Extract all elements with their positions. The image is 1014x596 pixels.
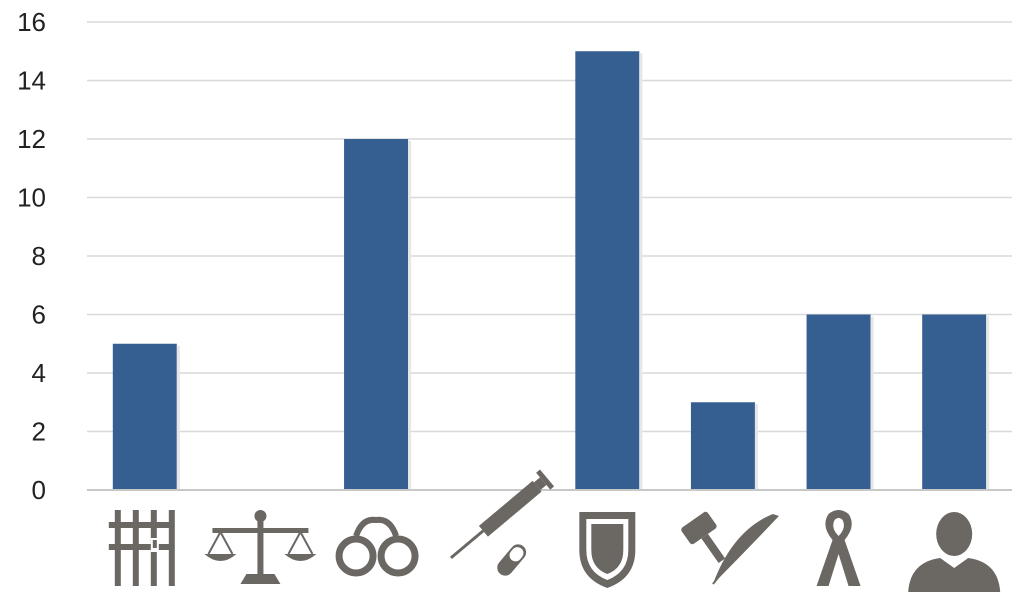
y-tick-label: 10 xyxy=(17,183,46,213)
gavel-quill-icon xyxy=(681,511,779,585)
y-tick-label: 8 xyxy=(32,241,46,271)
bar-shadow xyxy=(176,345,180,490)
y-tick-label: 14 xyxy=(17,66,46,96)
awareness-ribbon-icon xyxy=(816,510,861,586)
bar-shadow xyxy=(986,316,990,490)
bar-shadow xyxy=(754,404,758,490)
y-tick-label: 12 xyxy=(17,124,46,154)
shield-icon xyxy=(579,512,636,588)
bar-shield xyxy=(575,51,640,490)
bar-shadow xyxy=(870,316,874,490)
y-tick-label: 4 xyxy=(32,358,46,388)
scales-of-justice-icon xyxy=(204,510,317,584)
bar-awareness-ribbon xyxy=(806,314,871,490)
y-axis-ticks: 0 2 4 6 8 10 12 14 16 xyxy=(17,7,46,505)
handcuffs-icon xyxy=(335,516,419,577)
bar-gavel-quill xyxy=(690,402,755,490)
gridlines xyxy=(87,21,1012,433)
bar-prison xyxy=(112,343,177,490)
bar-handcuffs xyxy=(344,139,409,490)
person-icon xyxy=(908,512,1001,592)
bar-shadow xyxy=(408,141,412,490)
bar-person xyxy=(922,314,987,490)
y-tick-label: 2 xyxy=(32,417,46,447)
category-icons xyxy=(108,469,1001,592)
y-tick-label: 6 xyxy=(32,300,46,330)
bar-shadow xyxy=(639,53,643,490)
bars xyxy=(112,51,990,490)
prison-icon xyxy=(108,510,175,586)
syringe-pill-icon xyxy=(449,469,555,576)
y-tick-label: 16 xyxy=(17,7,46,37)
y-tick-label: 0 xyxy=(32,475,46,505)
